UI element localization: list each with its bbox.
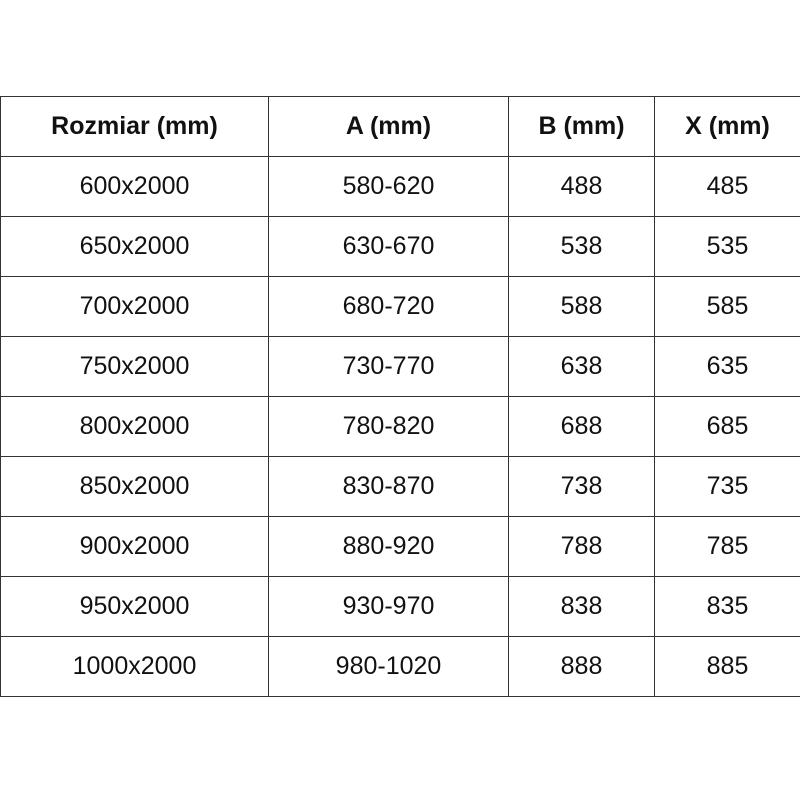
cell-b: 888 bbox=[508, 636, 655, 697]
cell-a: 930-970 bbox=[268, 576, 509, 637]
cell-size: 900x2000 bbox=[0, 516, 269, 577]
cell-x: 485 bbox=[654, 156, 800, 217]
cell-x: 585 bbox=[654, 276, 800, 337]
header-size: Rozmiar (mm) bbox=[0, 96, 269, 157]
cell-a: 630-670 bbox=[268, 216, 509, 277]
cell-size: 750x2000 bbox=[0, 336, 269, 397]
cell-b: 738 bbox=[508, 456, 655, 517]
cell-size: 850x2000 bbox=[0, 456, 269, 517]
cell-size: 1000x2000 bbox=[0, 636, 269, 697]
cell-b: 838 bbox=[508, 576, 655, 637]
table-row: 700x2000 680-720 588 585 bbox=[0, 276, 800, 337]
cell-size: 700x2000 bbox=[0, 276, 269, 337]
table-row: 950x2000 930-970 838 835 bbox=[0, 576, 800, 637]
table-row: 800x2000 780-820 688 685 bbox=[0, 396, 800, 457]
cell-size: 800x2000 bbox=[0, 396, 269, 457]
cell-x: 885 bbox=[654, 636, 800, 697]
cell-b: 788 bbox=[508, 516, 655, 577]
table-row: 650x2000 630-670 538 535 bbox=[0, 216, 800, 277]
cell-b: 538 bbox=[508, 216, 655, 277]
cell-a: 680-720 bbox=[268, 276, 509, 337]
header-row: Rozmiar (mm) A (mm) B (mm) X (mm) bbox=[0, 96, 800, 157]
cell-b: 488 bbox=[508, 156, 655, 217]
cell-x: 735 bbox=[654, 456, 800, 517]
cell-size: 600x2000 bbox=[0, 156, 269, 217]
cell-size: 650x2000 bbox=[0, 216, 269, 277]
cell-a: 580-620 bbox=[268, 156, 509, 217]
cell-a: 880-920 bbox=[268, 516, 509, 577]
table-row: 1000x2000 980-1020 888 885 bbox=[0, 636, 800, 697]
cell-x: 785 bbox=[654, 516, 800, 577]
table-row: 900x2000 880-920 788 785 bbox=[0, 516, 800, 577]
cell-size: 950x2000 bbox=[0, 576, 269, 637]
table-row: 750x2000 730-770 638 635 bbox=[0, 336, 800, 397]
cell-a: 980-1020 bbox=[268, 636, 509, 697]
table-row: 850x2000 830-870 738 735 bbox=[0, 456, 800, 517]
header-a: A (mm) bbox=[268, 96, 509, 157]
size-table: Rozmiar (mm) A (mm) B (mm) X (mm) 600x20… bbox=[0, 96, 800, 697]
cell-a: 730-770 bbox=[268, 336, 509, 397]
cell-x: 835 bbox=[654, 576, 800, 637]
cell-b: 588 bbox=[508, 276, 655, 337]
header-x: X (mm) bbox=[654, 96, 800, 157]
header-b: B (mm) bbox=[508, 96, 655, 157]
cell-a: 830-870 bbox=[268, 456, 509, 517]
cell-x: 685 bbox=[654, 396, 800, 457]
cell-x: 535 bbox=[654, 216, 800, 277]
cell-b: 638 bbox=[508, 336, 655, 397]
cell-b: 688 bbox=[508, 396, 655, 457]
table-row: 600x2000 580-620 488 485 bbox=[0, 156, 800, 217]
cell-x: 635 bbox=[654, 336, 800, 397]
cell-a: 780-820 bbox=[268, 396, 509, 457]
